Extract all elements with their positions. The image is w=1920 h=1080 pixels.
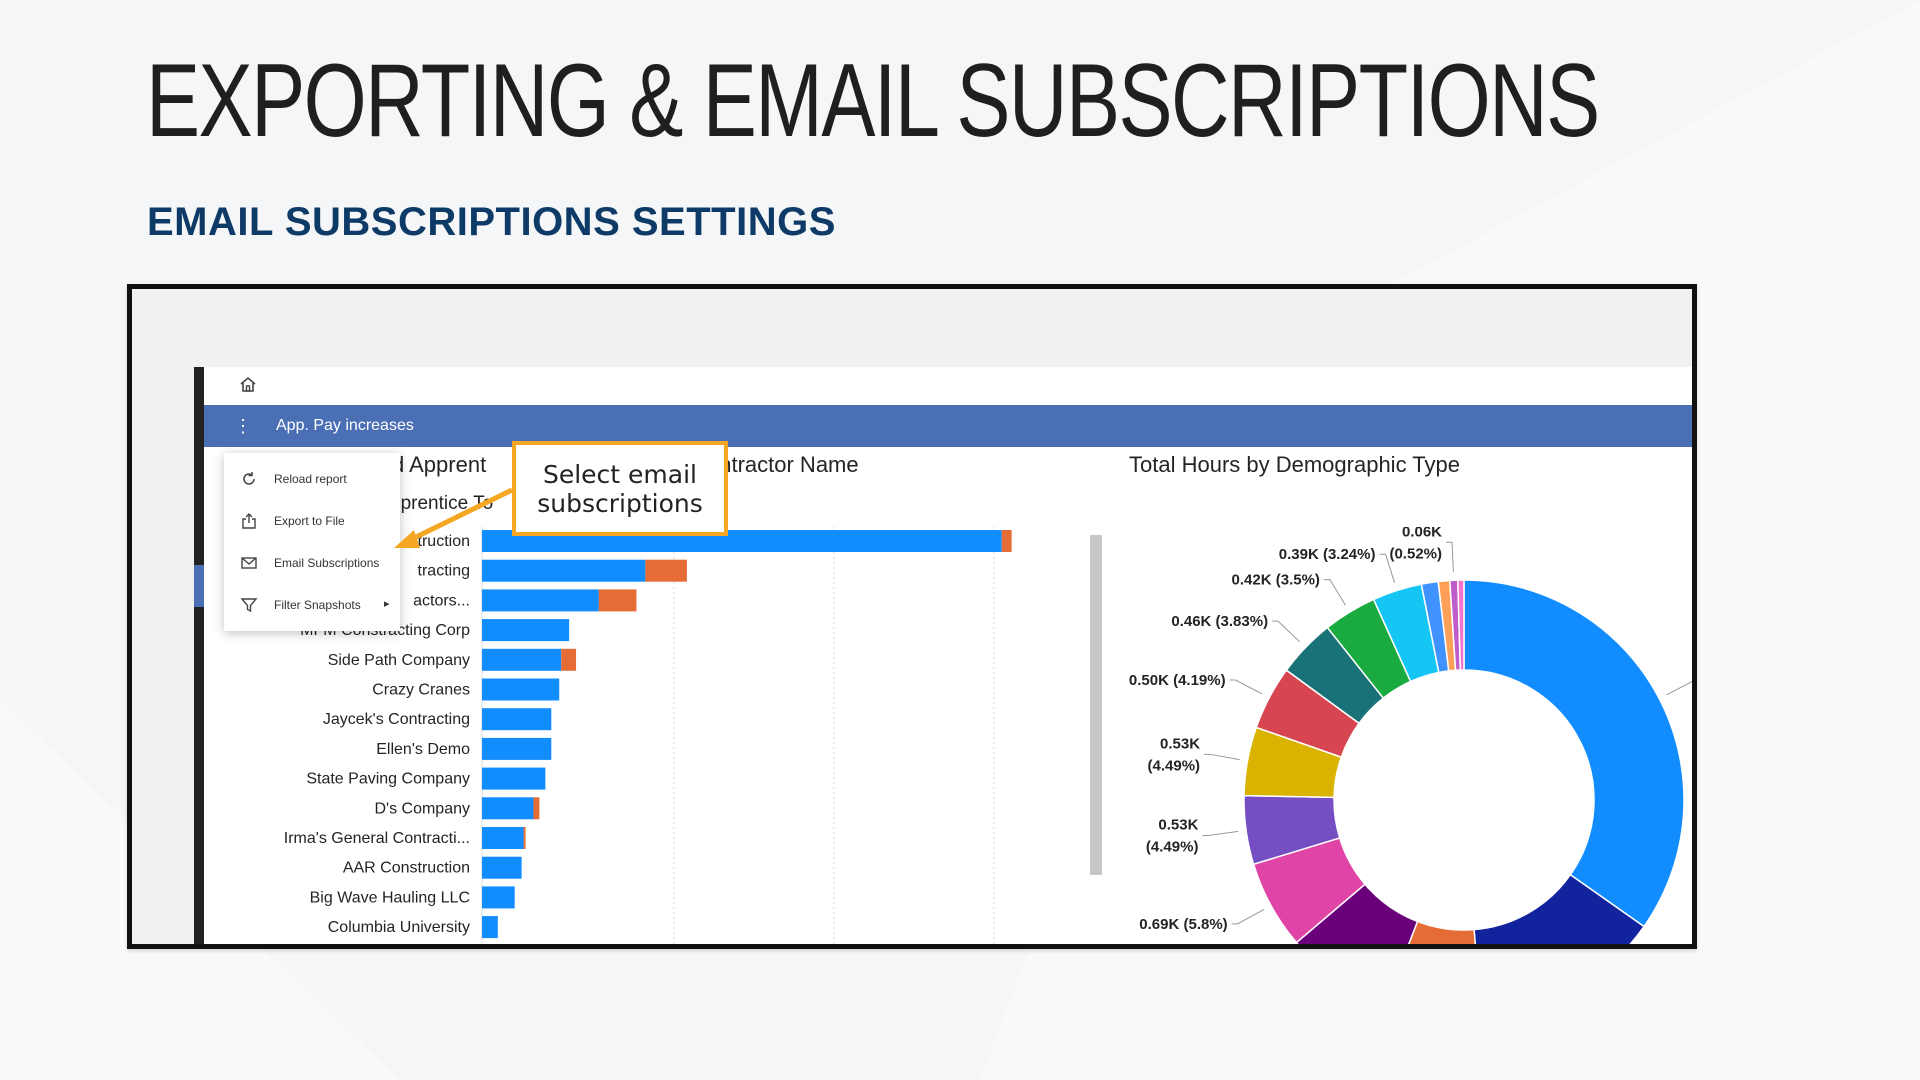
bar-chart-subtitle: pprentice To	[390, 493, 494, 514]
report-app: ⋮ App. Pay increases d Apprent ontractor…	[194, 367, 1692, 949]
bar-segment[interactable]	[645, 559, 687, 582]
donut-leader-line	[1229, 679, 1263, 695]
donut-leader-line	[1446, 541, 1454, 573]
bar-segment[interactable]	[561, 648, 577, 671]
report-context-menu: Reload report Export to File Email Subsc…	[224, 453, 400, 631]
more-options-icon[interactable]: ⋮	[234, 416, 252, 436]
bar-category-label: Crazy Cranes	[372, 682, 470, 699]
bar-segment[interactable]	[482, 856, 522, 879]
bar-chart-title-right: ontractor Name	[707, 452, 859, 477]
donut-chart-title: Total Hours by Demographic Type	[1129, 452, 1460, 477]
bar-segment[interactable]	[482, 797, 534, 820]
bar-category-label: D's Company	[374, 800, 470, 817]
donut-leader-line	[1204, 753, 1240, 761]
report-name: App. Pay increases	[276, 417, 414, 434]
bar-segment[interactable]	[482, 708, 552, 731]
submenu-caret-icon: ▸	[384, 598, 390, 610]
bar-category-label: truction	[418, 533, 470, 550]
menu-item-label: Email Subscriptions	[274, 556, 380, 570]
scroll-divider[interactable]	[1090, 535, 1102, 875]
menu-item-label: Reload report	[274, 472, 347, 486]
donut-data-label: 0.42K (3.5%)	[1232, 572, 1320, 589]
menu-item-reload-report[interactable]: Reload report	[224, 459, 400, 499]
bar-category-label: Irma's General Contracti...	[284, 830, 470, 847]
donut-data-label: 0.69K (5.8%)	[1139, 916, 1227, 933]
donut-slice[interactable]	[1457, 579, 1465, 671]
bar-category-label: actors...	[413, 592, 470, 609]
left-rail-accent	[194, 565, 204, 607]
donut-leader-line	[1379, 553, 1396, 583]
mail-icon	[241, 557, 257, 569]
menu-item-filter-snapshots[interactable]: Filter Snapshots ▸	[224, 585, 400, 625]
menu-item-email-subscriptions[interactable]: Email Subscriptions	[224, 543, 400, 583]
donut-data-label: (0.52%)	[1389, 545, 1442, 562]
bar-category-label: Jaycek's Contracting	[323, 711, 470, 728]
donut-leader-line	[1231, 908, 1265, 925]
bar-segment[interactable]	[523, 827, 526, 849]
left-rail	[194, 367, 204, 944]
menu-item-label: Filter Snapshots	[274, 598, 361, 612]
donut-slice[interactable]	[1463, 579, 1685, 928]
bar-category-label: Side Path Company	[328, 652, 470, 669]
donut-leader-line	[1272, 620, 1301, 643]
report-header-bar: ⋮ App. Pay increases	[204, 405, 1692, 447]
home-icon[interactable]	[238, 375, 258, 395]
bar-category-label: State Paving Company	[306, 771, 470, 788]
donut-data-label: (4.49%)	[1146, 839, 1199, 856]
bar-category-label: AAR Construction	[343, 860, 470, 877]
bar-segment[interactable]	[482, 916, 498, 939]
callout-line-1: Select email	[542, 460, 698, 489]
menu-item-label: Export to File	[274, 514, 345, 528]
callout-line-2: subscriptions	[537, 489, 703, 518]
donut-data-label: 0.46K (3.83%)	[1171, 613, 1268, 630]
reload-icon	[243, 472, 255, 485]
donut-leader-line	[1323, 579, 1346, 606]
bar-chart-title-left: d Apprent	[392, 452, 487, 477]
slide-subtitle: EMAIL SUBSCRIPTIONS SETTINGS	[147, 200, 836, 244]
donut-chart: 3.74K (30.69K (5.8%)0.53K(4.49%)0.53K(4.…	[1129, 527, 1692, 949]
donut-data-label: 0.06K	[1402, 527, 1442, 540]
bar-segment[interactable]	[1001, 530, 1012, 552]
filter-icon	[240, 598, 258, 613]
bar-category-label: Columbia University	[328, 919, 470, 936]
menu-item-export-to-file[interactable]: Export to File	[224, 501, 400, 541]
donut-data-label: 0.50K (4.19%)	[1129, 672, 1226, 689]
bar-segment[interactable]	[482, 827, 524, 849]
donut-data-label: (4.49%)	[1148, 757, 1201, 774]
donut-data-label: 0.53K	[1160, 735, 1200, 752]
bar-segment[interactable]	[482, 886, 515, 909]
bar-segment[interactable]	[482, 648, 562, 671]
bar-segment[interactable]	[598, 589, 637, 612]
donut-data-label: 0.39K (3.24%)	[1279, 546, 1376, 563]
bar-segment[interactable]	[482, 559, 646, 582]
export-icon	[242, 513, 256, 529]
bar-segment[interactable]	[482, 678, 560, 701]
bar-segment[interactable]	[482, 619, 570, 642]
donut-slice[interactable]	[1385, 920, 1481, 949]
donut-leader-line	[1666, 680, 1692, 696]
screenshot-frame: ⋮ App. Pay increases d Apprent ontractor…	[127, 284, 1697, 949]
bar-segment[interactable]	[533, 797, 540, 820]
donut-leader-line	[1202, 830, 1239, 837]
bar-segment[interactable]	[482, 737, 552, 760]
annotation-callout: Select email subscriptions	[512, 441, 728, 536]
donut-slice[interactable]	[1473, 873, 1646, 949]
bar-segment[interactable]	[482, 589, 599, 612]
top-bar	[204, 367, 1692, 406]
donut-data-label: 0.53K	[1158, 817, 1198, 834]
bar-category-label: Ellen's Demo	[376, 741, 470, 758]
slide-title: EXPORTING & EMAIL SUBSCRIPTIONS	[146, 43, 1600, 159]
bar-segment[interactable]	[482, 767, 546, 790]
bar-category-label: tracting	[418, 563, 470, 580]
bar-category-label: Big Wave Hauling LLC	[310, 889, 470, 906]
